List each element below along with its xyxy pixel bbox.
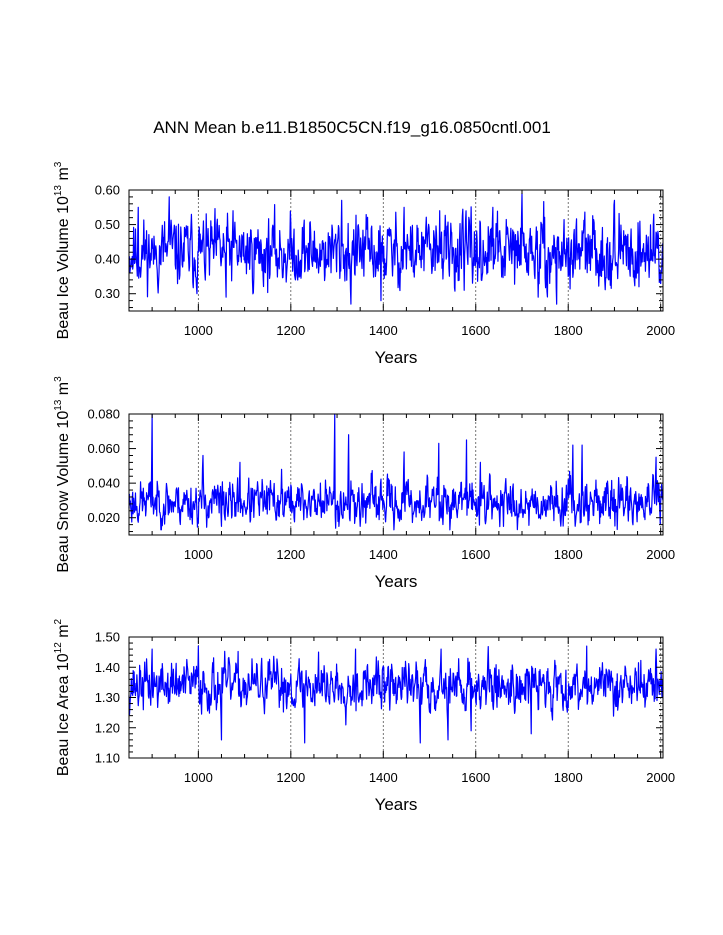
plot-frame — [128, 413, 664, 536]
beau-snow-volume-panel: 0.020 0.040 0.060 0.080 1000 1200 1400 1600 1800… — [53, 376, 675, 591]
y-tick-label: 1.40 — [95, 660, 120, 675]
y-tick-label: 0.60 — [95, 183, 120, 198]
y-axis-title-superscript: 13 — [53, 185, 64, 197]
x-tick-label: 1200 — [276, 323, 305, 338]
y-axis-title: Beau Snow Volume 1013 m3 — [53, 376, 72, 573]
figure-title: ANN Mean b.e11.B1850C5CN.f19_g16.0850cnt… — [153, 118, 551, 137]
y-tick-label: 0.040 — [87, 476, 120, 491]
x-tick-label: 2000 — [646, 547, 675, 562]
y-axis-title-superscript: 13 — [53, 399, 64, 411]
y-tick-label: 0.40 — [95, 252, 120, 267]
y-axis-title-part: Beau Ice Volume 10 — [55, 196, 72, 339]
y-tick-label: 1.20 — [95, 720, 120, 735]
y-tick-label: 0.020 — [87, 510, 120, 525]
beau-ice-volume-panel: 0.30 0.40 0.50 0.60 1000 1200 1400 1600 1800 2000… — [53, 161, 675, 367]
x-axis-title: Years — [375, 795, 418, 814]
x-tick-label: 1600 — [461, 770, 490, 785]
series-line — [128, 645, 664, 744]
x-tick-label: 1400 — [369, 323, 398, 338]
y-axis-title-part: Beau Snow Volume 10 — [55, 411, 72, 573]
y-tick-label: 0.060 — [87, 441, 120, 456]
x-tick-label: 1800 — [554, 770, 583, 785]
y-axis-title-part: m — [55, 167, 72, 185]
x-tick-label: 1400 — [369, 770, 398, 785]
plot-frame — [128, 189, 664, 312]
y-tick-label: 1.10 — [95, 751, 120, 766]
chart-panels: 0.30 0.40 0.50 0.60 1000 1200 1400 1600 1800 2000… — [53, 161, 675, 814]
x-tick-label: 1800 — [554, 547, 583, 562]
y-axis-title-part: Beau Ice Area 10 — [55, 653, 72, 776]
y-axis-title-superscript: 3 — [53, 161, 64, 167]
y-tick-label: 0.30 — [95, 286, 120, 301]
x-tick-label: 1000 — [184, 323, 213, 338]
series-line — [128, 413, 664, 531]
x-tick-label: 1600 — [461, 547, 490, 562]
y-tick-label: 1.50 — [95, 630, 120, 645]
x-tick-label: 1200 — [276, 770, 305, 785]
x-axis-title: Years — [375, 572, 418, 591]
series-line — [128, 192, 664, 305]
x-axis-title: Years — [375, 348, 418, 367]
x-tick-label: 2000 — [646, 323, 675, 338]
x-tick-label: 1000 — [184, 547, 213, 562]
y-axis-title: Beau Ice Area 1012 m2 — [53, 618, 72, 776]
y-tick-label: 0.50 — [95, 217, 120, 232]
y-axis-title-part: m — [55, 382, 72, 400]
x-tick-label: 1200 — [276, 547, 305, 562]
x-tick-label: 2000 — [646, 770, 675, 785]
x-tick-label: 1600 — [461, 323, 490, 338]
x-tick-label: 1800 — [554, 323, 583, 338]
y-axis-title: Beau Ice Volume 1013 m3 — [53, 161, 72, 339]
x-tick-label: 1000 — [184, 770, 213, 785]
y-axis-title-superscript: 2 — [53, 618, 64, 624]
y-tick-label: 1.30 — [95, 690, 120, 705]
y-axis-title-superscript: 3 — [53, 376, 64, 382]
beau-ice-area-panel: 1.10 1.20 1.30 1.40 1.50 1000 1200 1400 1600 1800… — [53, 618, 675, 814]
y-axis-title-superscript: 12 — [53, 642, 64, 654]
y-tick-label: 0.080 — [87, 407, 120, 422]
x-tick-label: 1400 — [369, 547, 398, 562]
y-axis-title-part: m — [55, 624, 72, 642]
